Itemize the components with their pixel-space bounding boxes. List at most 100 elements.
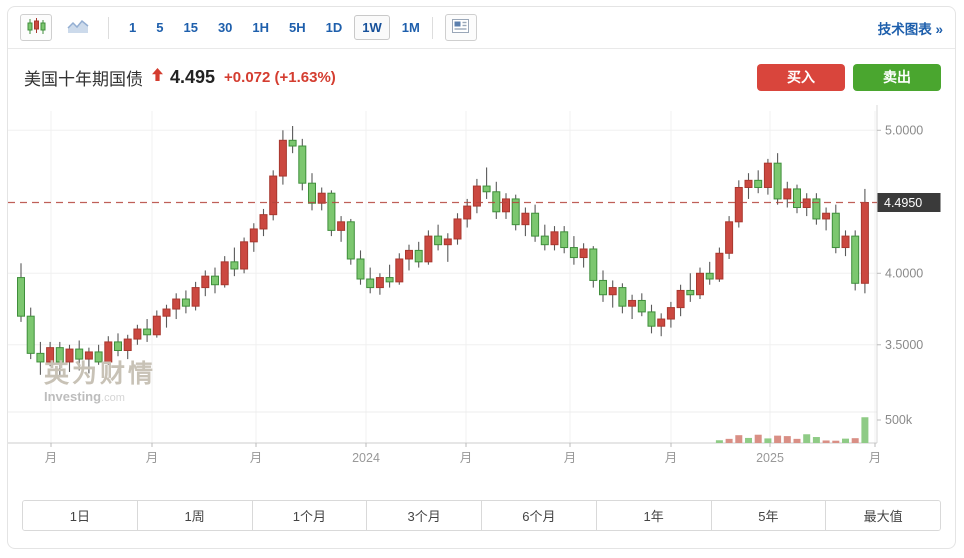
buy-button[interactable]: 买入 [757,63,845,91]
candlestick [172,298,181,310]
timeframe-button-30[interactable]: 30 [210,15,240,40]
chart-toolbar: 1 5 15 30 1H 5H 1D 1W 1M 技术图表 » [8,7,955,49]
price-change: +0.072 (+1.63%) [224,68,336,86]
candlestick [181,298,190,307]
candlestick [540,235,549,246]
timeframe-button-5[interactable]: 5 [148,15,171,40]
volume-bar [715,440,723,443]
time-axis-label: 月 [250,451,263,465]
volume-bar [851,438,859,443]
candlestick [773,162,782,200]
candlestick [84,351,93,360]
candlestick [802,198,811,209]
timeframe-button-1[interactable]: 1 [121,15,144,40]
timeframe-button-5H[interactable]: 5H [281,15,314,40]
volume-axis-label: 500k [885,413,913,427]
volume-bar [725,438,733,443]
time-axis-label: 月 [665,451,678,465]
volume-bar [812,437,820,443]
candlestick [443,238,452,246]
volume-bar [842,438,849,443]
range-button-6个月[interactable]: 6个月 [482,501,597,530]
technical-chart-link[interactable]: 技术图表 » [877,21,943,37]
range-button-1年[interactable]: 1年 [596,501,712,530]
candlestick [375,277,384,289]
candlestick [705,272,714,280]
candlestick [579,248,588,259]
candlestick [531,212,540,237]
price-axis-label: 4.0000 [885,266,923,280]
range-button-最大值[interactable]: 最大值 [826,501,940,530]
price-chart-svg[interactable]: 4.4950 5.0000 4.0000 3.5000 500k 月 月 月 2024 月 月 月 20… [8,105,955,490]
price-axis-label: 5.0000 [885,123,923,137]
candlestick [346,221,355,260]
candlestick [55,347,64,363]
volume-bar [774,435,782,443]
volume-bar [764,438,772,443]
time-axis-label: 月 [146,451,159,465]
timeframe-button-1M[interactable]: 1M [394,15,428,40]
toolbar-divider [431,16,433,39]
candlestick [550,231,559,246]
candlestick [308,182,316,204]
sell-button[interactable]: 卖出 [853,63,941,91]
candlestick [75,348,84,360]
time-axis-label: 月 [564,451,577,465]
candlestick [211,275,219,286]
area-chart-type-button[interactable] [62,14,94,41]
candlestick [783,188,792,200]
candlestick [269,175,278,216]
candlestick [521,212,530,226]
candlestick [511,198,520,226]
candlestick [46,347,55,363]
candlestick-chart-type-button[interactable] [20,14,52,41]
timeframe-button-1D[interactable]: 1D [318,15,351,40]
candlestick [424,235,433,263]
candlestick [812,198,821,220]
range-button-5年[interactable]: 5年 [711,501,827,530]
candlestick [317,192,326,204]
range-button-1日[interactable]: 1日 [23,501,138,530]
current-price-badge-label: 4.4950 [884,196,922,210]
time-axis-label: 月 [460,451,473,465]
range-button-1周[interactable]: 1周 [137,501,253,530]
news-panel-icon [452,19,470,36]
volume-bar [735,435,743,443]
candlestick [395,258,404,283]
candlestick [201,275,210,289]
candlestick [686,289,695,296]
candlestick [715,252,724,280]
candlestick [608,287,617,296]
candlestick [65,348,74,363]
news-panel-button[interactable] [444,14,477,41]
candlestick [337,221,346,231]
candlestick [725,221,734,254]
candlestick [502,198,510,213]
instrument-name: 美国十年期国债 [24,69,143,89]
candlestick [822,212,831,220]
timeframe-button-15[interactable]: 15 [175,15,205,40]
candlestick [327,192,336,231]
candlestick [104,341,113,363]
candlestick [366,278,375,289]
range-button-3个月[interactable]: 3个月 [367,501,482,530]
candlestick [851,235,860,284]
candlestick [676,289,685,309]
time-axis-label: 月 [869,451,882,465]
range-button-1个月[interactable]: 1个月 [252,501,368,530]
candlestick [356,258,365,280]
candlestick [666,307,675,320]
timeframe-button-1W[interactable]: 1W [354,15,390,40]
chart-widget: 1 5 15 30 1H 5H 1D 1W 1M 技术图表 » 美国十年期国债 4.495 [7,6,956,549]
candlestick [482,185,491,193]
candlestick [17,277,25,317]
volume-bar [754,434,762,443]
time-axis-label: 2025 [756,451,784,465]
chart-area: 4.4950 5.0000 4.0000 3.5000 500k 月 月 月 2024 月 月 月 20… [8,105,955,490]
candlestick [152,315,161,336]
toolbar-divider [108,16,109,39]
timeframe-button-1H[interactable]: 1H [244,15,277,40]
current-price-badge [877,193,941,212]
candlestick [143,328,152,336]
quote-row: 美国十年期国债 4.495 +0.072 (+1.63%) 买入 卖出 [8,49,955,105]
